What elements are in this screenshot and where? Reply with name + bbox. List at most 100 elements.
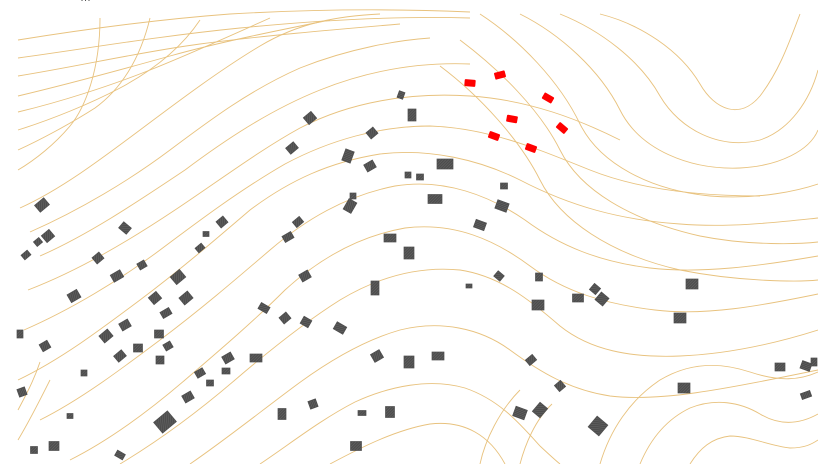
contour-line	[519, 13, 818, 169]
building	[159, 306, 173, 320]
building	[350, 441, 362, 451]
corner-label: …	[80, 0, 92, 4]
contour-line	[17, 19, 331, 97]
building	[193, 367, 207, 379]
building	[153, 410, 177, 434]
building	[385, 406, 395, 418]
building	[465, 283, 473, 289]
building	[48, 441, 60, 451]
highlighted-building[interactable]	[487, 131, 501, 141]
building	[118, 318, 132, 332]
highlighted-building[interactable]	[555, 122, 569, 134]
building	[169, 268, 187, 286]
contour-line	[17, 361, 41, 411]
contour-line	[17, 17, 471, 59]
building	[302, 110, 318, 126]
building	[98, 328, 114, 344]
building	[524, 353, 538, 367]
contour-line	[259, 383, 561, 464]
building	[299, 315, 313, 329]
building	[553, 379, 567, 393]
building	[202, 231, 210, 237]
contour-line	[39, 63, 471, 257]
building	[215, 215, 229, 229]
building	[136, 259, 148, 271]
building	[133, 343, 143, 353]
building	[178, 290, 194, 306]
highlighted-building[interactable]	[524, 143, 538, 153]
building	[16, 329, 24, 339]
building	[383, 233, 397, 243]
building	[363, 159, 377, 173]
contour-line	[17, 152, 818, 381]
contour-line	[17, 23, 401, 77]
contour-line	[439, 65, 818, 282]
building	[155, 355, 165, 365]
building	[257, 301, 271, 315]
building	[154, 329, 164, 339]
building	[206, 379, 214, 387]
contour-line	[69, 226, 818, 461]
building	[799, 390, 813, 400]
building	[403, 246, 415, 260]
building	[147, 290, 163, 306]
contour-line	[479, 389, 521, 464]
building	[38, 339, 52, 353]
contour-line	[459, 39, 818, 245]
building	[194, 242, 206, 254]
building	[16, 386, 28, 398]
contour-line	[17, 17, 271, 113]
building	[431, 351, 445, 361]
building	[249, 353, 263, 363]
building	[162, 340, 174, 352]
contour-lines	[17, 9, 818, 464]
building	[298, 269, 312, 283]
contour-line	[17, 19, 201, 131]
building	[332, 321, 348, 335]
highlighted-building[interactable]	[541, 92, 555, 104]
building	[531, 299, 545, 311]
building	[774, 362, 786, 372]
building	[810, 357, 818, 367]
contour-line	[479, 13, 818, 198]
contour-line	[689, 435, 818, 464]
building	[66, 413, 74, 419]
building	[80, 369, 88, 377]
building	[436, 158, 454, 170]
contour-line	[23, 125, 761, 331]
building	[673, 312, 687, 324]
building	[416, 173, 424, 181]
building	[291, 215, 305, 229]
building	[281, 230, 295, 244]
building	[32, 236, 44, 248]
building	[66, 288, 82, 304]
building	[685, 278, 699, 290]
contour-line	[17, 17, 101, 171]
building	[369, 349, 385, 363]
contour-line	[29, 37, 431, 233]
building	[404, 171, 412, 179]
building	[799, 360, 813, 372]
building	[341, 148, 355, 164]
building	[221, 351, 235, 365]
building	[403, 355, 415, 369]
building	[588, 282, 602, 296]
highlighted-building[interactable]	[464, 79, 476, 87]
highlighted-building[interactable]	[494, 70, 506, 80]
building	[221, 367, 231, 375]
contour-line	[17, 17, 151, 151]
building	[531, 401, 549, 419]
contour-line	[19, 13, 381, 209]
building	[91, 251, 105, 265]
highlighted-building[interactable]	[506, 114, 518, 124]
building	[277, 408, 287, 420]
building	[512, 405, 528, 421]
building	[407, 108, 417, 122]
contour-line	[17, 9, 471, 41]
building	[493, 270, 505, 282]
building	[114, 449, 126, 461]
building	[342, 198, 358, 214]
building	[365, 126, 379, 140]
